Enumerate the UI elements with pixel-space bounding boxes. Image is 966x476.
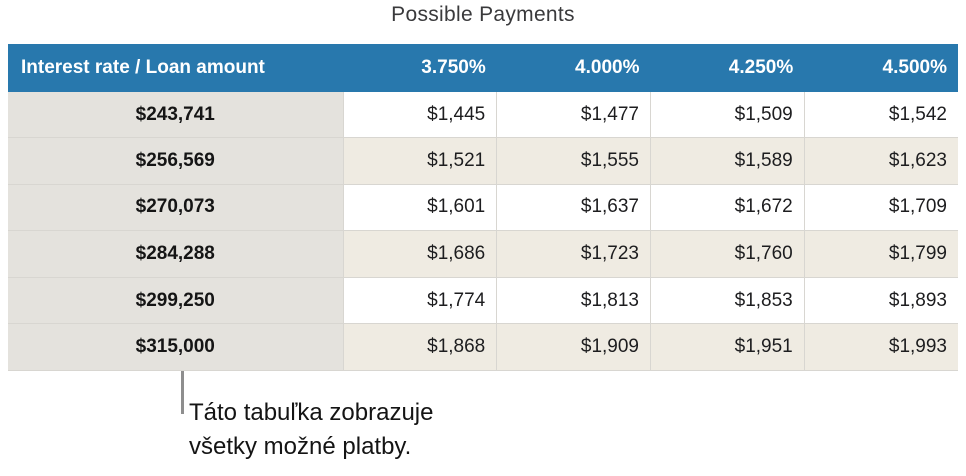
payment-cell: $1,445 [342,92,497,139]
payment-cell: $1,637 [496,184,651,232]
table-row: $315,000 $1,868 $1,909 $1,951 $1,993 [8,323,958,371]
loan-amount-cell: $270,073 [8,184,343,232]
payment-cell: $1,723 [496,230,651,278]
table-header-row: Interest rate / Loan amount 3.750% 4.000… [8,44,958,92]
payment-cell: $1,477 [496,92,651,139]
table-row: $284,288 $1,686 $1,723 $1,760 $1,799 [8,230,958,278]
callout-caption-line-1: Táto tabuľka zobrazuje [189,399,434,426]
callout-connector-line [181,371,184,414]
payment-cell: $1,509 [650,92,805,139]
payment-cell: $1,589 [650,137,805,185]
header-cell-rate-4: 4.500% [804,44,958,92]
payment-cell: $1,542 [803,92,958,139]
header-cell-loan-amount: Interest rate / Loan amount [8,44,343,92]
payment-cell: $1,993 [803,323,958,371]
possible-payments-table: Interest rate / Loan amount 3.750% 4.000… [8,44,958,371]
payment-cell: $1,760 [650,230,805,278]
table-row: $299,250 $1,774 $1,813 $1,853 $1,893 [8,277,958,325]
payment-cell: $1,623 [803,137,958,185]
payment-cell: $1,709 [803,184,958,232]
table-row: $270,073 $1,601 $1,637 $1,672 $1,709 [8,184,958,232]
table-title: Possible Payments [391,3,575,26]
loan-amount-cell: $243,741 [8,92,343,139]
payment-cell: $1,774 [342,277,497,325]
payment-cell: $1,853 [650,277,805,325]
payment-cell: $1,909 [496,323,651,371]
loan-amount-cell: $315,000 [8,323,343,371]
payment-cell: $1,521 [342,137,497,185]
payment-cell: $1,601 [342,184,497,232]
table-row: $243,741 $1,445 $1,477 $1,509 $1,542 [8,92,958,139]
payment-cell: $1,686 [342,230,497,278]
header-cell-rate-3: 4.250% [650,44,805,92]
loan-amount-cell: $256,569 [8,137,343,185]
loan-amount-cell: $299,250 [8,277,343,325]
payment-cell: $1,868 [342,323,497,371]
payment-cell: $1,555 [496,137,651,185]
callout-caption-line-2: všetky možné platby. [189,433,412,460]
header-cell-rate-2: 4.000% [496,44,651,92]
payment-cell: $1,951 [650,323,805,371]
payment-cell: $1,813 [496,277,651,325]
loan-amount-cell: $284,288 [8,230,343,278]
callout-caption: Táto tabuľka zobrazuje všetky možné plat… [189,396,433,464]
payment-cell: $1,672 [650,184,805,232]
header-cell-rate-1: 3.750% [343,44,497,92]
payment-cell: $1,799 [803,230,958,278]
table-row: $256,569 $1,521 $1,555 $1,589 $1,623 [8,137,958,185]
payment-cell: $1,893 [803,277,958,325]
